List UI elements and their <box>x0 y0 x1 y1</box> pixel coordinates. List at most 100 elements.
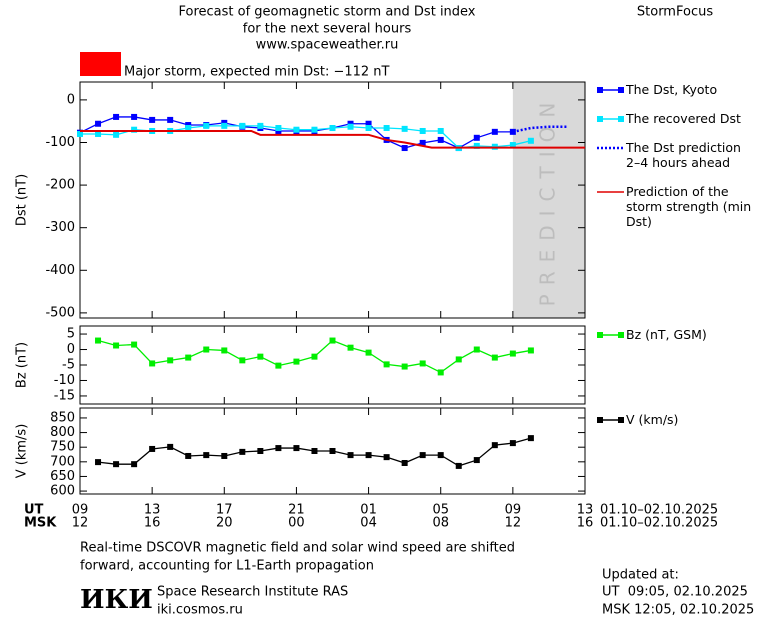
y-tick-label: 750 <box>50 440 75 455</box>
marker <box>419 360 426 367</box>
marker <box>509 350 516 357</box>
x-tick-label: 16 <box>144 516 161 531</box>
marker <box>239 122 246 129</box>
legend-swatch <box>597 116 624 122</box>
marker <box>491 354 498 361</box>
legend-label: Prediction of the storm strength (min Ds… <box>626 184 752 229</box>
marker <box>95 459 102 466</box>
marker <box>365 120 372 127</box>
y-axis-label: V (km/s) <box>15 424 30 479</box>
y-tick-label: 0 <box>67 342 75 357</box>
title-line: for the next several hours <box>243 22 412 37</box>
marker <box>437 369 444 376</box>
marker <box>95 120 102 127</box>
legend-marker <box>618 417 624 423</box>
marker <box>275 445 282 452</box>
marker <box>527 435 534 442</box>
marker <box>311 353 318 360</box>
legend-marker <box>597 87 603 93</box>
marker <box>149 445 156 452</box>
marker <box>203 452 210 459</box>
legend-entry: Prediction of the storm strength (min Ds… <box>596 184 756 229</box>
title-line: www.spaceweather.ru <box>256 38 399 53</box>
marker <box>509 142 516 149</box>
legend-swatch <box>597 87 624 93</box>
marker <box>221 347 228 354</box>
marker <box>257 353 264 360</box>
note-line: forward, accounting for L1-Earth propaga… <box>80 559 374 574</box>
y-tick-label: 650 <box>50 469 75 484</box>
marker <box>149 360 156 367</box>
y-tick-label: 800 <box>50 425 75 440</box>
x-tick-label: 08 <box>432 516 449 531</box>
marker <box>113 131 120 138</box>
marker <box>131 126 138 133</box>
marker <box>185 125 192 132</box>
y-tick-label: 700 <box>50 454 75 469</box>
marker <box>275 362 282 369</box>
x-tick-label: 12 <box>505 516 522 531</box>
marker <box>293 445 300 452</box>
legend-swatch <box>597 191 624 193</box>
marker <box>527 137 534 144</box>
legend-marker <box>618 116 624 122</box>
site: iki.cosmos.ru <box>157 603 243 618</box>
y-tick-label: -400 <box>45 263 75 278</box>
marker <box>383 454 390 461</box>
x-tick-label: 17 <box>216 503 233 518</box>
marker <box>203 346 210 353</box>
marker <box>239 357 246 364</box>
legend-entry: Bz (nT, GSM) <box>596 327 756 342</box>
legend-marker <box>597 417 603 423</box>
marker <box>473 134 480 141</box>
marker <box>311 448 318 454</box>
marker <box>149 116 156 123</box>
marker <box>167 116 174 123</box>
marker <box>329 337 336 344</box>
marker <box>437 136 444 143</box>
legend-marker <box>618 87 624 93</box>
x-tick-label: 13 <box>144 503 161 518</box>
marker <box>221 452 228 459</box>
marker <box>311 126 318 133</box>
plot-frame <box>79 407 586 495</box>
marker <box>347 452 354 459</box>
x-axis-label: UT <box>24 503 44 518</box>
y-axis-label: Bz (nT) <box>15 342 30 388</box>
marker <box>527 347 534 354</box>
marker <box>113 342 120 349</box>
legend-entry: V (km/s) <box>596 412 756 427</box>
brand: StormFocus <box>637 5 713 20</box>
marker <box>401 145 408 152</box>
legend-entry: The Dst, Kyoto <box>596 82 756 97</box>
alert-box <box>80 52 121 76</box>
marker <box>491 442 498 449</box>
institute: Space Research Institute RAS <box>157 585 348 600</box>
x-axis-label: MSK <box>24 516 57 531</box>
marker <box>383 361 390 368</box>
legend: V (km/s) <box>596 412 756 441</box>
legend-swatch <box>597 417 624 423</box>
y-tick-label: 850 <box>50 410 75 425</box>
y-tick-label: -300 <box>45 220 75 235</box>
y-tick-label: -10 <box>54 373 75 388</box>
marker <box>419 127 426 134</box>
x-tick-label: 16 <box>577 516 594 531</box>
legend-label: Bz (nT, GSM) <box>626 327 707 342</box>
marker <box>401 125 408 132</box>
legend-marker <box>618 332 624 338</box>
legend-label: V (km/s) <box>626 412 679 427</box>
marker <box>185 452 192 459</box>
marker <box>257 122 264 129</box>
note-line: Real-time DSCOVR magnetic field and sola… <box>80 541 515 556</box>
marker <box>401 459 408 466</box>
marker <box>383 125 390 132</box>
x-tick-label: 09 <box>505 503 522 518</box>
marker <box>473 346 480 353</box>
alert-text: Major storm, expected min Dst: −112 nT <box>124 65 390 80</box>
prediction-label: PREDICTION <box>535 94 559 307</box>
x-tick-label: 05 <box>432 503 449 518</box>
marker <box>419 452 426 459</box>
date-range: 01.10–02.10.2025 <box>600 516 718 531</box>
